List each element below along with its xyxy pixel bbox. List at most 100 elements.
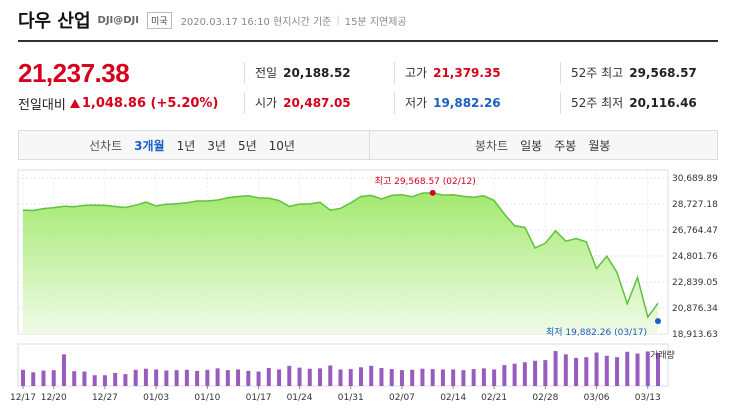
- tabs-divider: [369, 131, 370, 159]
- stat-open: 시가 20,487.05: [244, 92, 351, 114]
- volume-bar: [369, 365, 374, 386]
- volume-bar: [236, 369, 241, 386]
- volume-bar: [399, 370, 404, 386]
- tab-monthly[interactable]: 월봉: [588, 138, 611, 153]
- divider: |: [336, 14, 340, 26]
- tab-daily[interactable]: 일봉: [520, 138, 543, 153]
- volume-bar: [82, 371, 87, 386]
- chart-tabs-bar: 선차트 3개월 1년 3년 5년 10년 봉차트 일봉 주봉 월봉: [18, 130, 718, 160]
- volume-bar: [215, 368, 220, 386]
- tab-1-year[interactable]: 1년: [176, 138, 196, 153]
- volume-bar: [358, 367, 363, 386]
- volume-bar: [133, 369, 138, 386]
- stat-high: 고가 21,379.35: [394, 62, 501, 84]
- x-tick-label: 02/14: [440, 393, 466, 403]
- volume-bar: [645, 351, 650, 386]
- volume-bar: [553, 351, 558, 386]
- change-value: 1,048.86 (+5.20%): [81, 96, 219, 111]
- stat-low: 저가 19,882.26: [394, 92, 501, 114]
- x-tick-label: 01/31: [338, 393, 364, 403]
- volume-bar: [563, 354, 568, 386]
- x-tick-label: 01/03: [143, 393, 169, 403]
- tab-3-years[interactable]: 3년: [207, 138, 226, 153]
- index-title: 다우 산업: [18, 11, 91, 32]
- candle-chart-tabs: 봉차트 일봉 주봉 월봉: [475, 131, 622, 159]
- volume-bar: [154, 369, 159, 386]
- tab-10-years[interactable]: 10년: [268, 138, 295, 153]
- volume-bar: [246, 370, 251, 386]
- x-tick-label: 02/28: [532, 393, 558, 403]
- volume-bar: [492, 369, 497, 386]
- price-area: [23, 192, 658, 334]
- tab-3-months[interactable]: 3개월: [134, 138, 165, 153]
- volume-bar: [123, 374, 128, 386]
- x-tick-label: 01/10: [194, 393, 220, 403]
- y-tick-label: 20,876.34: [672, 304, 718, 314]
- volume-bar: [604, 355, 609, 386]
- stats-col-3: 52주 최고 29,568.57 52주 최저 20,116.46: [560, 62, 697, 122]
- stat-52w-low: 52주 최저 20,116.46: [560, 92, 697, 114]
- x-tick-label: 12/17: [10, 393, 36, 403]
- x-tick-label: 03/06: [584, 393, 610, 403]
- volume-bar: [410, 369, 415, 386]
- volume-bar: [195, 370, 200, 386]
- volume-bar: [461, 370, 466, 386]
- y-tick-label: 24,801.76: [672, 252, 718, 262]
- volume-bar: [543, 360, 548, 386]
- volume-bar: [420, 368, 425, 386]
- volume-bar: [451, 369, 456, 386]
- volume-bar: [522, 362, 527, 386]
- volume-bar: [41, 370, 46, 386]
- volume-bar: [481, 368, 486, 386]
- up-triangle-icon: [69, 99, 80, 108]
- x-tick-label: 02/07: [389, 393, 415, 403]
- volume-bar: [297, 367, 302, 386]
- volume-bar: [635, 353, 640, 386]
- price-line: [22, 192, 659, 319]
- volume-bar: [184, 369, 189, 386]
- volume-bar: [225, 370, 230, 386]
- volume-bar: [512, 363, 517, 386]
- y-tick-label: 28,727.18: [672, 200, 718, 210]
- candle-chart-label: 봉차트: [475, 138, 509, 153]
- volume-bar: [533, 360, 538, 386]
- x-tick-label: 01/24: [287, 393, 313, 403]
- volume-bar: [379, 368, 384, 386]
- volume-bar: [307, 368, 312, 386]
- x-tick-label: 12/20: [41, 393, 67, 403]
- volume-bar: [471, 369, 476, 386]
- tab-weekly[interactable]: 주봉: [554, 138, 577, 153]
- volume-bar: [594, 352, 599, 386]
- volume-bar: [113, 373, 118, 386]
- high-marker: [429, 189, 436, 196]
- stats-col-2: 고가 21,379.35 저가 19,882.26: [394, 62, 501, 122]
- volume-bar: [266, 368, 271, 386]
- volume-bar: [143, 368, 148, 386]
- volume-bar: [318, 368, 323, 386]
- volume-bar: [102, 375, 107, 386]
- stat-52w-high: 52주 최고 29,568.57: [560, 62, 697, 84]
- volume-label: 거래량: [650, 349, 675, 361]
- index-code: DJI@DJI: [97, 14, 139, 26]
- delay-note: 15분 지연제공: [344, 16, 407, 28]
- volume-bar: [574, 357, 579, 386]
- volume-bar: [615, 357, 620, 386]
- volume-bar: [205, 369, 210, 386]
- x-tick-label: 01/17: [246, 393, 272, 403]
- y-tick-label: 18,913.63: [672, 330, 718, 340]
- volume-bar: [328, 365, 333, 386]
- volume-bar: [338, 369, 343, 386]
- x-tick-label: 03/13: [635, 393, 661, 403]
- volume-bar: [164, 370, 169, 386]
- market-badge: 미국: [147, 11, 172, 29]
- volume-bar: [61, 354, 66, 386]
- stat-prev: 전일 20,188.52: [244, 62, 351, 84]
- tab-5-years[interactable]: 5년: [237, 138, 257, 153]
- volume-bar: [92, 375, 97, 386]
- y-tick-label: 22,839.05: [672, 278, 718, 288]
- stats-col-1: 전일 20,188.52 시가 20,487.05: [244, 62, 351, 122]
- volume-bar: [440, 369, 445, 386]
- volume-bar: [174, 370, 179, 386]
- x-tick-label: 12/27: [92, 393, 118, 403]
- volume-bar: [502, 365, 507, 386]
